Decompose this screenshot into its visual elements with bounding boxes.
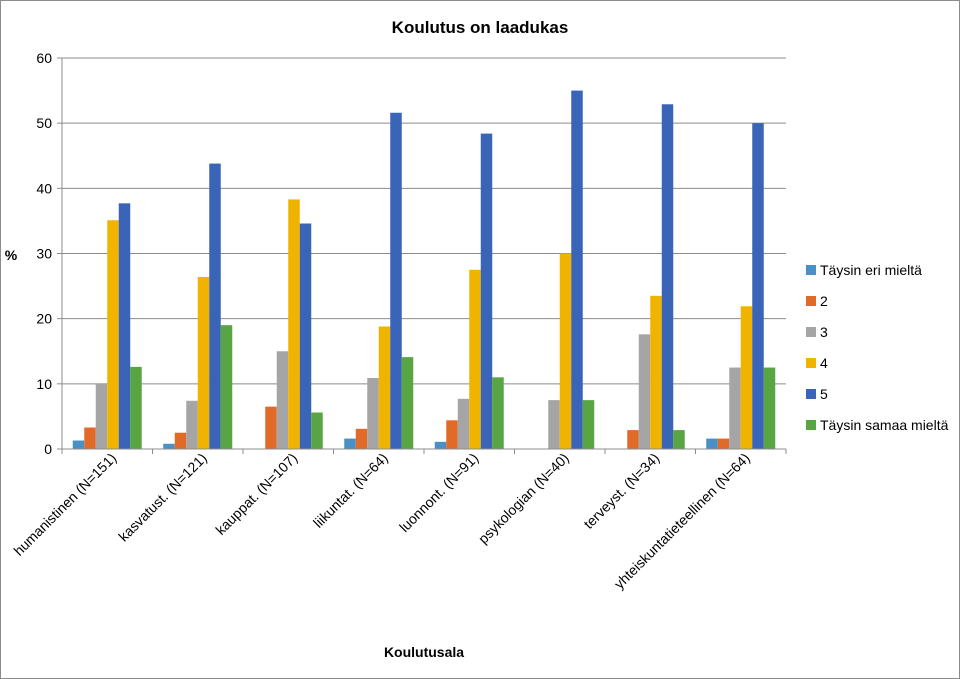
y-tick-labels: 0 10 20 30 40 50 60	[36, 50, 52, 457]
bar	[163, 443, 175, 449]
legend-label: 3	[820, 324, 828, 340]
legend-swatch	[806, 389, 816, 399]
bar	[130, 366, 142, 449]
y-tick-label: 20	[36, 311, 52, 327]
legend-swatch	[806, 358, 816, 368]
y-axis-title: %	[5, 247, 18, 263]
bar	[276, 351, 289, 449]
bar	[673, 430, 685, 449]
category-label: liikuntat. (N=64)	[310, 450, 391, 531]
legend-label: Täysin eri mieltä	[820, 262, 922, 278]
bar	[390, 112, 402, 450]
y-tick-label: 50	[36, 115, 52, 131]
bar	[627, 430, 639, 449]
bars	[72, 90, 776, 450]
legend-label: Täysin samaa mieltä	[820, 417, 949, 433]
bar	[220, 325, 233, 449]
bar	[186, 400, 198, 449]
bar	[763, 367, 776, 449]
bar	[197, 276, 210, 449]
gridlines	[57, 57, 786, 450]
bar	[84, 427, 96, 449]
bar	[344, 438, 356, 449]
y-tick-label: 30	[36, 246, 52, 262]
bar	[72, 440, 85, 449]
bar	[492, 377, 504, 449]
bar	[469, 269, 481, 449]
bar	[265, 406, 277, 449]
y-tick-label: 10	[36, 376, 52, 392]
bar	[378, 326, 391, 449]
axes	[61, 58, 787, 454]
legend-swatch	[806, 296, 816, 306]
category-label: psykologian (N=40)	[475, 450, 572, 547]
y-tick-label: 40	[36, 180, 52, 196]
bar	[299, 223, 312, 449]
category-label: humanistinen (N=151)	[10, 450, 119, 559]
bar	[752, 123, 764, 450]
bar	[582, 400, 595, 449]
bar	[457, 398, 470, 449]
bar	[95, 384, 108, 449]
bar	[571, 90, 583, 449]
bar	[107, 220, 119, 449]
bar	[740, 306, 753, 449]
bar	[311, 412, 323, 449]
bar	[548, 400, 560, 449]
bar	[480, 133, 493, 450]
bar	[401, 357, 414, 449]
bar	[729, 367, 741, 449]
bar	[174, 432, 187, 449]
bar	[434, 441, 447, 449]
legend-label: 2	[820, 293, 828, 309]
bar	[650, 295, 662, 449]
bar	[446, 420, 458, 449]
bar	[288, 199, 300, 449]
category-label: terveyst. (N=34)	[580, 450, 662, 532]
bar	[661, 104, 674, 449]
bar	[355, 428, 368, 449]
bar	[118, 203, 131, 449]
bar	[706, 438, 718, 449]
legend-label: 5	[820, 386, 828, 402]
category-label: kasvatust. (N=121)	[115, 450, 210, 545]
bar	[717, 438, 730, 449]
category-label: luonnont. (N=91)	[396, 450, 481, 535]
y-tick-label: 0	[44, 441, 52, 457]
x-axis-title: Koulutusala	[384, 644, 464, 660]
legend-swatch	[806, 420, 816, 430]
bar	[638, 334, 651, 449]
chart-title: Koulutus on laadukas	[392, 18, 569, 37]
y-tick-label: 60	[36, 50, 52, 66]
bar	[209, 163, 221, 449]
x-tick-labels: humanistinen (N=151)kasvatust. (N=121) ka…	[10, 450, 752, 592]
legend-swatch	[806, 265, 816, 275]
legend: Täysin eri mieltä 2 3 4 5 Täysin samaa mieltä	[806, 262, 949, 433]
legend-label: 4	[820, 355, 828, 371]
legend-swatch	[806, 327, 816, 337]
bar	[559, 253, 572, 449]
bar	[367, 377, 379, 449]
category-label: kauppat. (N=107)	[212, 450, 300, 538]
